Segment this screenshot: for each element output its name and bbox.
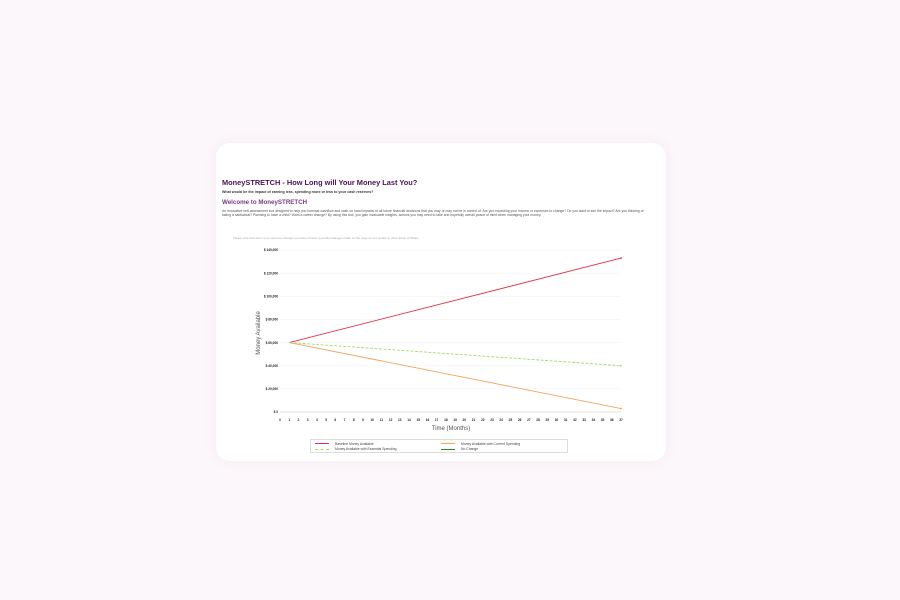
legend-item-current-spending[interactable]: Money Available with Current Spending: [441, 442, 520, 446]
chart-series: [289, 257, 622, 410]
x-tick-label: 8: [353, 418, 355, 422]
legend-item-essential-spending[interactable]: Money Available with Essential Spending: [315, 447, 397, 451]
y-tick-label: $ 40,000: [266, 364, 279, 368]
page-title: MoneySTRETCH - How Long will Your Money …: [222, 178, 418, 187]
y-axis-title: Money Available: [256, 311, 262, 355]
content-card: MoneySTRETCH - How Long will Your Money …: [216, 143, 666, 461]
welcome-heading: Welcome to MoneySTRETCH: [222, 199, 308, 206]
x-tick-label: 34: [592, 418, 596, 422]
x-tick-label: 0: [279, 418, 281, 422]
x-tick-label: 25: [509, 418, 513, 422]
page-subtitle: What would be the impact of earning less…: [222, 189, 374, 194]
x-tick-label: 10: [370, 418, 374, 422]
x-tick-label: 29: [545, 418, 549, 422]
x-tick-label: 2: [298, 418, 300, 422]
x-tick-label: 28: [536, 418, 540, 422]
x-tick-label: 5: [325, 418, 327, 422]
x-tick-label: 13: [398, 418, 402, 422]
y-tick-label: $ 140,000: [264, 248, 278, 252]
x-tick-label: 37: [619, 418, 623, 422]
series-end-point-0: [620, 257, 622, 259]
legend-swatch-essential-spending: [315, 448, 329, 450]
legend-swatch-baseline: [315, 443, 329, 444]
series-end-point-2: [620, 364, 622, 367]
x-tick-label: 11: [380, 418, 384, 422]
chart-note: Please note that when your expense chang…: [233, 236, 420, 240]
x-tick-label: 23: [490, 418, 494, 422]
x-tick-label: 27: [527, 418, 531, 422]
x-tick-label: 19: [453, 418, 457, 422]
legend-item-baseline[interactable]: Baseline Money Available: [315, 442, 374, 446]
legend-item-no-change[interactable]: No Change: [441, 447, 478, 451]
legend-label: Money Available with Current Spending: [461, 441, 521, 446]
line-chart: $ 0 $ 20,000 $ 40,000 $ 60,000 $ 80,000 $ 100…: [256, 248, 623, 432]
chart-legend: Baseline Money Available Money Available…: [310, 439, 568, 453]
chart-grid: [280, 249, 621, 413]
x-tick-label: 1: [288, 418, 290, 422]
x-tick-label: 24: [499, 418, 503, 422]
legend-label: Baseline Money Available: [335, 441, 374, 446]
x-tick-label: 3: [307, 418, 309, 422]
x-tick-label: 32: [573, 418, 577, 422]
x-tick-label: 33: [582, 418, 586, 422]
x-tick-label: 35: [601, 418, 605, 422]
x-tick-label: 36: [610, 418, 614, 422]
x-tick-label: 21: [472, 418, 476, 422]
x-tick-label: 20: [463, 418, 467, 422]
x-tick-label: 16: [426, 418, 430, 422]
x-tick-label: 22: [481, 418, 485, 422]
y-tick-label: $ 0: [274, 410, 279, 414]
series-line-1: [289, 342, 622, 409]
x-tick-label: 4: [316, 418, 318, 422]
x-tick-label: 31: [564, 418, 568, 422]
x-axis-title: Time (Months): [432, 426, 470, 432]
x-tick-label: 30: [555, 418, 559, 422]
series-end-point-1: [620, 407, 622, 410]
x-tick-label: 17: [435, 418, 439, 422]
x-tick-label: 12: [389, 418, 393, 422]
y-tick-label: $ 60,000: [266, 341, 279, 345]
intro-text: An innovative self-assessment tool desig…: [222, 209, 644, 218]
y-tick-label: $ 80,000: [266, 318, 279, 322]
series-line-2: [289, 342, 622, 367]
x-tick-label: 18: [444, 418, 448, 422]
x-axis-ticks: 0 1 2 3 4 5 6 7 8 9 10 11 12 13 14 15 16 17 18 19 20 21 22 23 24…: [279, 418, 623, 422]
x-tick-label: 6: [334, 418, 336, 422]
x-tick-label: 15: [416, 418, 420, 422]
y-tick-label: $ 120,000: [264, 271, 278, 275]
y-axis-ticks: $ 0 $ 20,000 $ 40,000 $ 60,000 $ 80,000 $ 100…: [264, 248, 278, 414]
x-tick-label: 26: [518, 418, 522, 422]
y-tick-label: $ 100,000: [264, 294, 278, 298]
y-tick-label: $ 20,000: [266, 387, 279, 391]
legend-swatch-current-spending: [441, 443, 455, 444]
series-line-0: [289, 257, 622, 344]
x-tick-label: 9: [362, 418, 364, 422]
legend-label: Money Available with Essential Spending: [335, 447, 397, 451]
legend-swatch-no-change: [441, 448, 455, 450]
legend-label: No Change: [461, 447, 479, 451]
x-tick-label: 14: [407, 418, 411, 422]
x-tick-label: 7: [344, 418, 346, 422]
